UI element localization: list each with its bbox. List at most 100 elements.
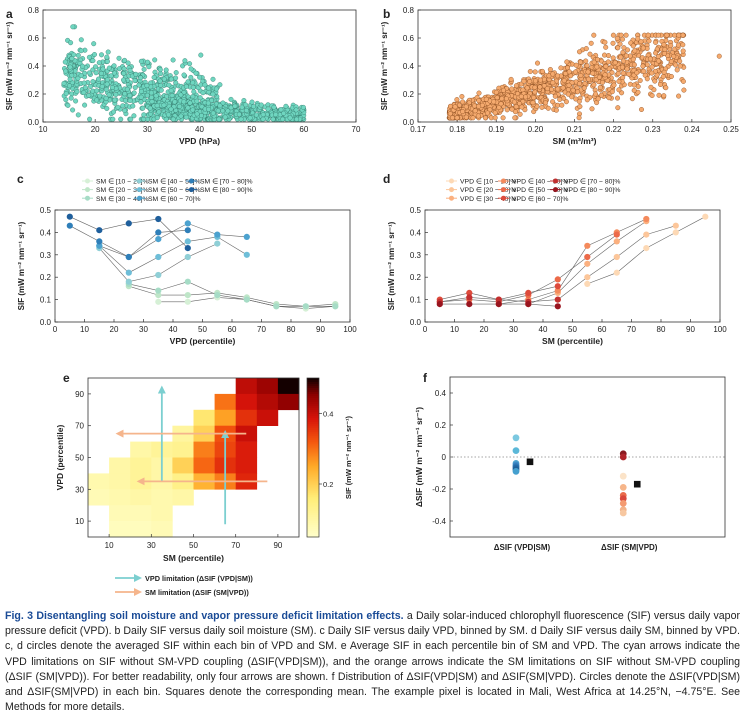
scatter-point <box>630 43 636 49</box>
scatter-point <box>518 93 524 99</box>
scatter-point <box>82 102 88 108</box>
scatter-point <box>173 75 179 81</box>
scatter-point <box>586 76 591 82</box>
scatter-point <box>63 91 69 97</box>
scatter-point <box>572 69 578 75</box>
scatter-point <box>658 82 663 87</box>
scatter-point <box>492 110 498 116</box>
scatter-point <box>100 66 106 72</box>
heatmap-cell <box>256 393 279 411</box>
x-tick-label: 40 <box>539 325 548 334</box>
scatter-point <box>172 99 178 105</box>
y-tick-label: 0 <box>442 453 447 462</box>
series-point <box>155 236 162 243</box>
series-point <box>643 245 650 252</box>
colorbar-step <box>307 491 319 494</box>
scatter-point <box>283 103 289 109</box>
legend-label: VPD ∈ [50 − 60]% <box>512 187 568 194</box>
series-point <box>273 303 280 310</box>
scatter-point <box>605 59 611 65</box>
scatter-point <box>178 92 184 98</box>
panel-d: 0 10 20 30 40 50 60 70 80 90 100 0.0 0.1 0.2 0.3 0.4 0.5… <box>387 206 727 346</box>
x-tick-label: 0.20 <box>528 125 544 134</box>
colorbar-tick-label: 0.4 <box>323 409 333 418</box>
scatter-point <box>499 96 505 102</box>
colorbar-step <box>307 535 319 538</box>
scatter-point <box>215 108 221 114</box>
scatter-point <box>619 64 625 70</box>
scatter-point <box>94 97 100 103</box>
series-line <box>498 218 647 305</box>
y-axis-label: SIF (mW m⁻² nm⁻¹ sr⁻¹) <box>17 221 26 310</box>
heatmap-cell <box>130 489 152 506</box>
scatter-point <box>228 96 234 102</box>
colorbar-step <box>307 461 319 464</box>
scatter-point <box>238 116 244 122</box>
y-tick-label: 0.2 <box>28 90 40 99</box>
scatter-point <box>661 51 667 56</box>
scatter-point <box>552 93 558 99</box>
scatter-point <box>210 76 216 82</box>
legend-marker <box>449 195 454 201</box>
scatter-point <box>577 104 583 109</box>
scatter-point <box>73 98 79 104</box>
scatter-point <box>154 103 160 109</box>
scatter-point <box>621 45 627 51</box>
scatter-point <box>649 70 655 76</box>
scatter-point <box>594 64 600 70</box>
scatter-point <box>239 104 245 110</box>
legend-marker <box>189 178 194 184</box>
scatter-point <box>241 98 247 103</box>
series-line <box>99 236 247 274</box>
y-tick-label: 0.8 <box>403 6 415 15</box>
series-point <box>125 269 132 276</box>
scatter-point <box>294 116 300 122</box>
scatter-point <box>103 87 109 92</box>
scatter-point <box>602 72 608 78</box>
series-point <box>184 238 191 245</box>
scatter-point <box>577 49 582 55</box>
scatter-point <box>153 93 159 99</box>
scatter-point <box>565 91 571 97</box>
scatter-point <box>90 79 96 85</box>
scatter-point <box>87 116 93 122</box>
colorbar-step <box>307 387 319 391</box>
series-point <box>554 283 561 290</box>
panel-e: 10 30 50 70 90 10 30 50 70 90 SM (percentile) VPD (… <box>55 377 300 563</box>
scatter-point <box>108 73 114 79</box>
scatter-point <box>247 115 253 121</box>
colorbar-step <box>307 463 319 466</box>
scatter-point <box>115 104 121 110</box>
scatter-point <box>278 107 284 113</box>
heatmap-cell <box>277 378 300 395</box>
scatter-point <box>561 78 567 84</box>
scatter-point <box>147 105 153 111</box>
scatter-point <box>624 66 630 72</box>
colorbar-step <box>307 455 319 458</box>
colorbar-step <box>307 389 319 393</box>
scatter-point <box>596 74 602 80</box>
scatter-point <box>543 100 548 106</box>
series-point <box>155 253 162 261</box>
scatter-point <box>578 59 583 65</box>
category-label: ΔSIF (SM|VPD) <box>601 543 658 552</box>
scatter-point <box>243 107 249 113</box>
scatter-point <box>677 63 683 69</box>
series-point <box>125 253 132 261</box>
scatter-point <box>144 83 150 89</box>
colorbar-step <box>307 533 319 536</box>
scatter-point <box>187 61 193 67</box>
scatter-point <box>103 95 109 101</box>
delta-point <box>512 447 520 454</box>
y-tick-label: 0.6 <box>403 34 415 43</box>
colorbar-step <box>307 507 319 510</box>
scatter-point <box>587 51 593 57</box>
scatter-point <box>589 106 595 112</box>
delta-point <box>512 434 520 442</box>
colorbar-step <box>307 413 319 417</box>
y-tick-label: 0.4 <box>410 228 422 237</box>
colorbar-step <box>307 503 319 506</box>
scatter-point <box>512 109 518 115</box>
scatter-point <box>611 82 617 88</box>
scatter-point <box>127 98 133 103</box>
